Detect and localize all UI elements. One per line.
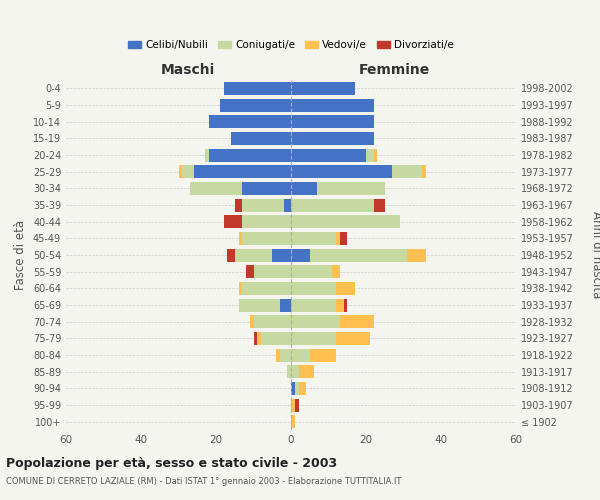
Bar xyxy=(291,115,373,128)
Bar xyxy=(254,315,291,328)
Bar xyxy=(190,182,242,195)
Bar xyxy=(250,315,254,328)
Bar xyxy=(246,265,254,278)
Bar xyxy=(291,248,310,262)
Bar xyxy=(291,282,336,295)
Bar xyxy=(242,282,291,295)
Text: Femmine: Femmine xyxy=(359,62,430,76)
Bar xyxy=(310,248,407,262)
Bar xyxy=(291,148,366,162)
Bar xyxy=(291,215,400,228)
Legend: Celibi/Nubili, Coniugati/e, Vedovi/e, Divorziati/e: Celibi/Nubili, Coniugati/e, Vedovi/e, Di… xyxy=(124,36,458,54)
Bar xyxy=(182,165,193,178)
Bar xyxy=(336,282,355,295)
Bar xyxy=(291,332,336,345)
Bar xyxy=(299,382,306,395)
Bar xyxy=(209,148,291,162)
Bar xyxy=(261,332,291,345)
Bar xyxy=(287,365,291,378)
Bar xyxy=(257,332,261,345)
Bar xyxy=(272,248,291,262)
Bar xyxy=(242,182,291,195)
Bar xyxy=(276,348,280,362)
Bar xyxy=(179,165,182,178)
Bar xyxy=(220,98,291,112)
Bar xyxy=(193,165,291,178)
Y-axis label: Anni di nascita: Anni di nascita xyxy=(590,212,600,298)
Bar xyxy=(295,398,299,411)
Bar xyxy=(295,382,299,395)
Bar xyxy=(239,282,242,295)
Bar xyxy=(317,182,385,195)
Bar xyxy=(291,298,336,312)
Bar xyxy=(291,165,392,178)
Bar xyxy=(231,132,291,145)
Bar xyxy=(223,215,242,228)
Bar xyxy=(366,148,373,162)
Text: COMUNE DI CERRETO LAZIALE (RM) - Dati ISTAT 1° gennaio 2003 - Elaborazione TUTTI: COMUNE DI CERRETO LAZIALE (RM) - Dati IS… xyxy=(6,478,401,486)
Bar xyxy=(291,232,336,245)
Bar xyxy=(291,348,310,362)
Bar xyxy=(235,198,242,211)
Text: Maschi: Maschi xyxy=(160,62,215,76)
Bar xyxy=(291,415,295,428)
Bar xyxy=(336,232,340,245)
Bar xyxy=(392,165,422,178)
Bar xyxy=(291,365,299,378)
Bar xyxy=(242,232,291,245)
Bar xyxy=(291,265,332,278)
Bar xyxy=(291,98,373,112)
Bar xyxy=(291,382,295,395)
Bar xyxy=(205,148,209,162)
Bar xyxy=(299,365,314,378)
Bar xyxy=(242,198,284,211)
Bar xyxy=(343,298,347,312)
Bar xyxy=(291,82,355,95)
Bar xyxy=(336,332,370,345)
Bar xyxy=(310,348,336,362)
Bar xyxy=(291,315,340,328)
Bar xyxy=(223,82,291,95)
Bar xyxy=(254,265,291,278)
Bar xyxy=(291,198,373,211)
Bar xyxy=(340,232,347,245)
Bar xyxy=(235,248,272,262)
Bar xyxy=(373,198,385,211)
Bar xyxy=(239,232,242,245)
Bar xyxy=(239,298,280,312)
Text: Popolazione per età, sesso e stato civile - 2003: Popolazione per età, sesso e stato civil… xyxy=(6,458,337,470)
Bar xyxy=(291,132,373,145)
Bar xyxy=(291,398,295,411)
Bar xyxy=(227,248,235,262)
Bar xyxy=(422,165,426,178)
Bar xyxy=(284,198,291,211)
Y-axis label: Fasce di età: Fasce di età xyxy=(14,220,27,290)
Bar xyxy=(280,348,291,362)
Bar xyxy=(291,182,317,195)
Bar xyxy=(336,298,343,312)
Bar xyxy=(373,148,377,162)
Bar xyxy=(242,215,291,228)
Bar xyxy=(407,248,426,262)
Bar xyxy=(280,298,291,312)
Bar xyxy=(254,332,257,345)
Bar xyxy=(332,265,340,278)
Bar xyxy=(340,315,373,328)
Bar xyxy=(209,115,291,128)
